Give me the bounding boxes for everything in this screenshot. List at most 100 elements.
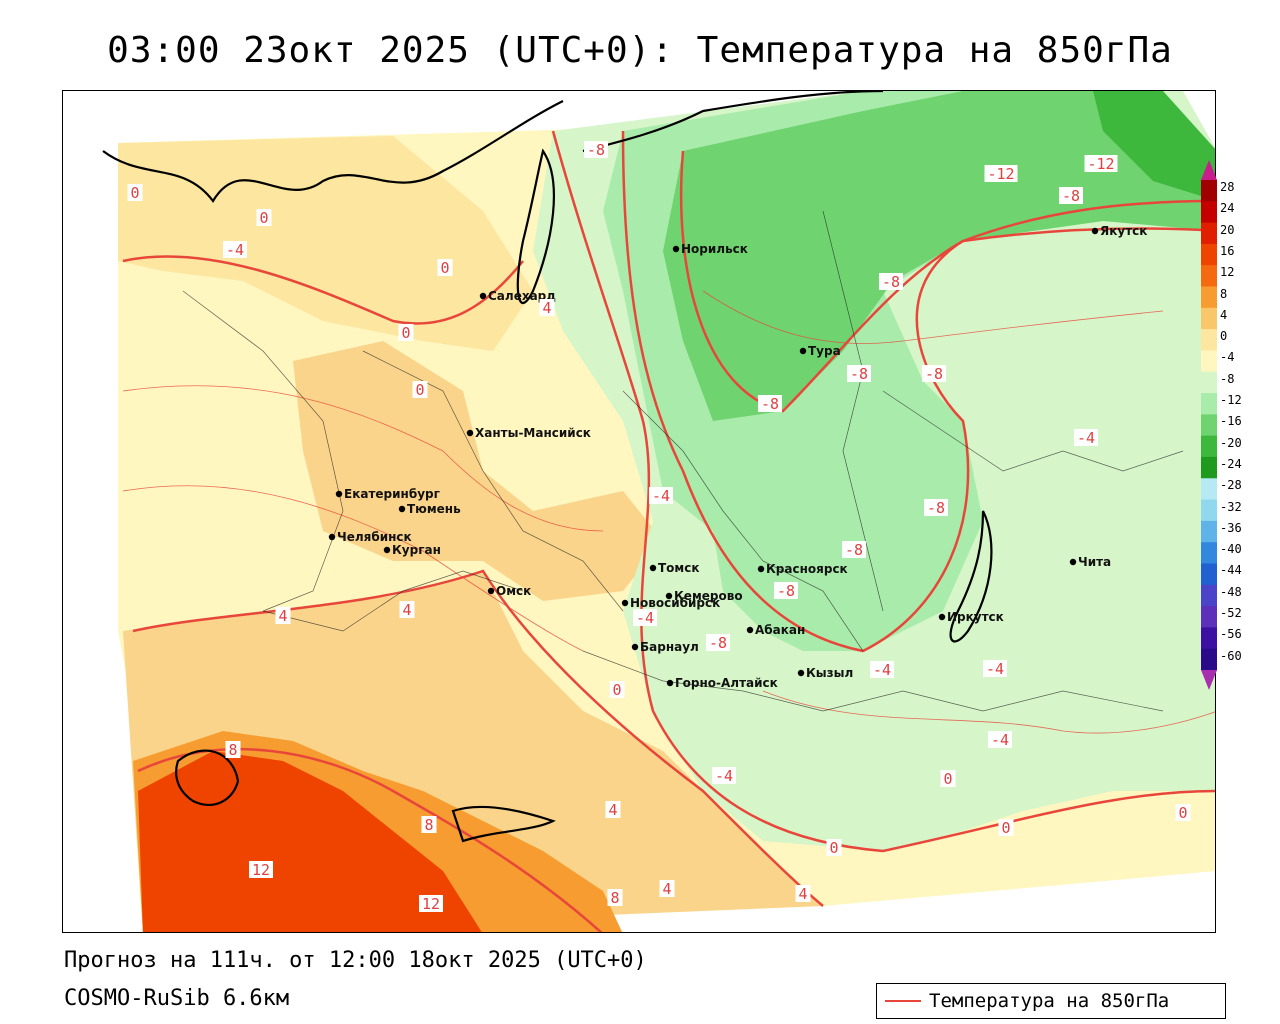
- isotherm-label: 0: [1175, 804, 1191, 822]
- border-2: [362, 350, 624, 612]
- colorbar-cell: [1201, 329, 1217, 351]
- isotherm-label-text: -4: [1077, 429, 1095, 447]
- city-label: Томск: [658, 561, 700, 575]
- colorbar-cell: [1201, 563, 1217, 586]
- map-canvas: Салехард Норильск Якутск Тура Ханты-Мансийск…: [102, 91, 1215, 932]
- isotherms: [122, 130, 1215, 932]
- isotherm-label: -8: [847, 365, 871, 383]
- city-label: Новосибирск: [630, 596, 720, 610]
- lake-baikal: [949, 510, 993, 643]
- isotherm-label-text: 4: [278, 607, 287, 625]
- colorbar-tick-label: 12: [1220, 265, 1235, 280]
- city-dot: [383, 546, 391, 554]
- isotherm-8-sw: [137, 748, 603, 932]
- isotherm-label-bg: [984, 165, 1018, 182]
- isotherm-label-bg: [706, 634, 730, 651]
- isotherm-label-text: -4: [986, 660, 1004, 678]
- city-dot: [328, 533, 336, 541]
- city-label: Кемерово: [674, 589, 743, 603]
- city-dot: [398, 505, 406, 513]
- colorbar-top-arrow: [1201, 160, 1217, 180]
- isotherm-label: -8: [842, 541, 866, 559]
- border-5: [882, 390, 1184, 472]
- city-dot: [938, 613, 946, 621]
- colorbar-tick-label: -52: [1220, 606, 1242, 621]
- isotherm-label-text: -8: [1062, 187, 1080, 205]
- colorbar-cell: [1201, 606, 1217, 628]
- isotherm-label-text: 0: [401, 324, 410, 342]
- coastlines: [102, 91, 993, 843]
- city-label: Норильск: [681, 242, 748, 256]
- admin-borders: [182, 210, 1184, 712]
- isotherm-label: 0: [256, 209, 272, 227]
- isotherm-label-bg: [249, 861, 273, 878]
- isotherm-label-bg: [795, 885, 811, 902]
- isotherm-label-bg: [924, 499, 948, 516]
- isotherm-label-bg: [1175, 804, 1191, 821]
- forecast-info: Прогноз на 111ч. от 12:00 18окт 2025 (UT…: [64, 948, 647, 973]
- isotherm-label-text: -4: [636, 609, 654, 627]
- isotherm-label-bg: [712, 767, 736, 784]
- coastline-taymyr: [582, 91, 884, 153]
- isotherm-label-text: -8: [850, 365, 868, 383]
- isotherm-label-text: -8: [925, 365, 943, 383]
- isotherm-label-bg: [127, 184, 143, 201]
- legend-label: Температура на 850гПа: [929, 990, 1170, 1012]
- isotherm-label: -4: [870, 661, 894, 679]
- isotherm-label: -4: [649, 487, 673, 505]
- isotherm-label: -4: [1074, 429, 1098, 447]
- isotherm-label-bg: [774, 582, 798, 599]
- colorbar-tick-label: -16: [1220, 414, 1242, 429]
- colorbar-tick-label: 20: [1220, 222, 1235, 237]
- isotherm-label: -8: [879, 273, 903, 291]
- isotherm-label-bg: [539, 299, 555, 316]
- isotherm-label-bg: [419, 895, 443, 912]
- city-dot: [757, 565, 765, 573]
- isotherm-label-text: -12: [987, 165, 1014, 183]
- colorbar-cell: [1201, 648, 1217, 671]
- warm-field-urals: [293, 341, 663, 601]
- isotherm-label-bg: [1074, 429, 1098, 446]
- isotherm-label: 8: [225, 741, 241, 759]
- isotherm-label-bg: [879, 273, 903, 290]
- isotherm-label-bg: [607, 889, 623, 906]
- colorbar-tick-label: 8: [1220, 286, 1228, 301]
- city-dot: [746, 626, 754, 634]
- border-6: [582, 650, 1164, 712]
- colorbar-tick-label: -8: [1220, 371, 1235, 386]
- isotherm-label: -4: [633, 609, 657, 627]
- colorbar-cell: [1201, 393, 1217, 415]
- cold-field-12: [663, 91, 1215, 421]
- colorbar-cell: [1201, 456, 1217, 479]
- isotherm-label-text: -8: [587, 141, 605, 159]
- city-label: Омск: [496, 584, 531, 598]
- city-dot: [797, 669, 805, 677]
- isotherm-m12-north: [679, 150, 1215, 413]
- colorbar-cell: [1201, 222, 1217, 245]
- isotherm-label-bg: [275, 607, 291, 624]
- caspian-aral: [175, 749, 240, 806]
- isotherm-label-text: -8: [709, 634, 727, 652]
- colorbar-tick-label: -56: [1220, 627, 1242, 642]
- colorbar-cell: [1201, 414, 1217, 437]
- city-markers: Салехард Норильск Якутск Тура Ханты-Мансийск…: [328, 224, 1147, 690]
- colorbar-cell: [1201, 201, 1217, 224]
- isotherm-0-north: [122, 255, 524, 325]
- map-legend: Температура на 850гПа: [876, 983, 1226, 1019]
- isotherm-label-bg: [983, 660, 1007, 677]
- city-dot: [621, 599, 629, 607]
- isotherm-label-text: 0: [943, 770, 952, 788]
- isotherm-label-text: 8: [228, 741, 237, 759]
- colorbar-tick-label: -40: [1220, 542, 1242, 557]
- city-label: Ханты-Мансийск: [475, 426, 591, 440]
- isotherm-thin-2: [122, 485, 584, 652]
- isotherm-label: -12: [1084, 155, 1118, 173]
- isotherm-label-text: 8: [610, 889, 619, 907]
- isotherm-label-text: 4: [662, 880, 671, 898]
- colorbar-bottom-arrow: [1201, 670, 1217, 690]
- colorbar-tick-label: -32: [1220, 499, 1242, 514]
- isotherm-label-bg: [870, 661, 894, 678]
- isotherm-label-bg: [847, 365, 871, 382]
- colorbar-tick-label: 4: [1220, 307, 1228, 322]
- isotherm-label-bg: [659, 880, 675, 897]
